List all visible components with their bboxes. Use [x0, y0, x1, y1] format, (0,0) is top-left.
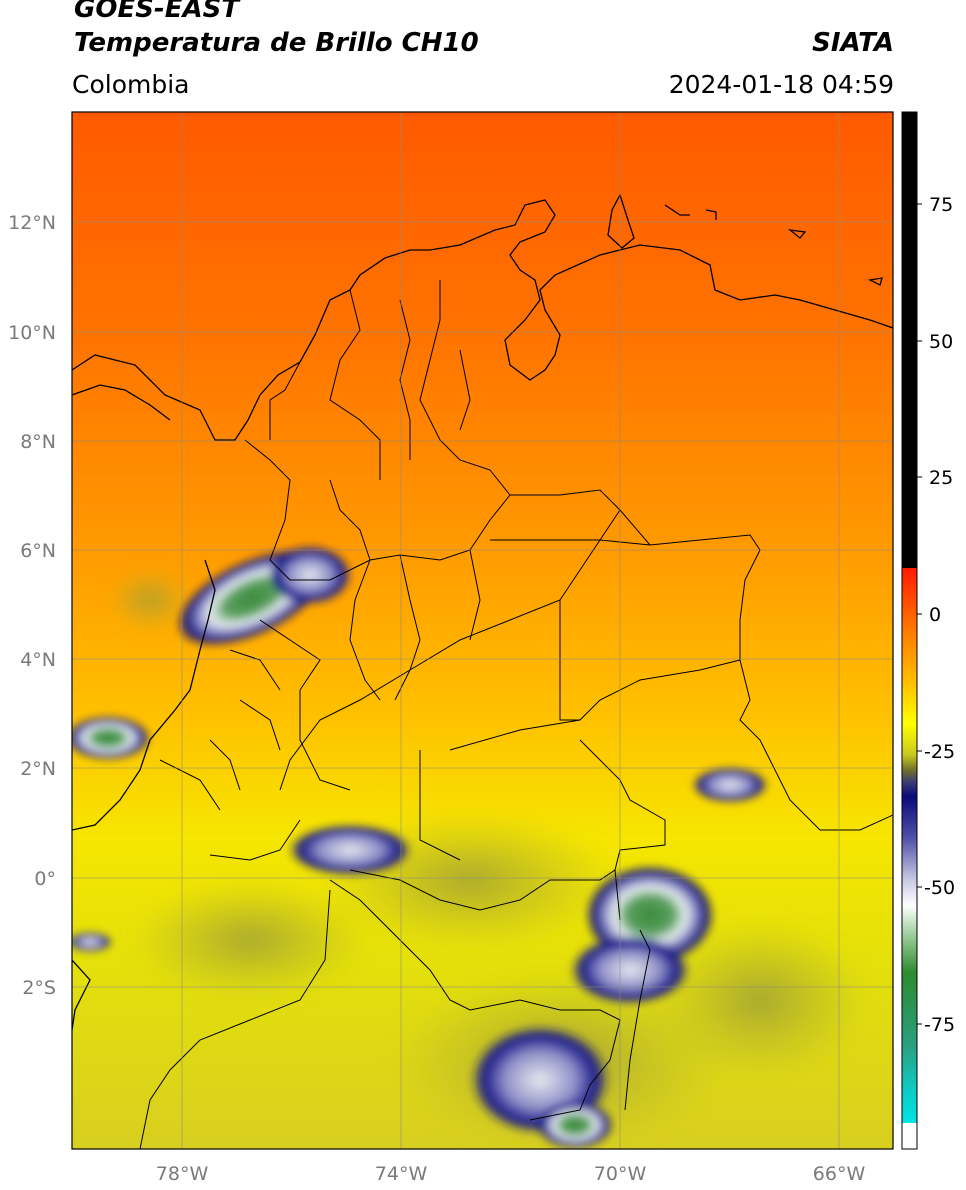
lat-label: 6°N	[20, 540, 56, 562]
lon-label: 74°W	[375, 1163, 428, 1185]
colorbar-tick-label: -50	[924, 877, 955, 899]
lon-label: 66°W	[813, 1163, 866, 1185]
lat-label: 2°S	[22, 977, 56, 999]
brightness-temperature-field	[72, 112, 893, 1149]
latitude-labels: 12°N 10°N 8°N 6°N 4°N 2°N 0° 2°S	[8, 212, 56, 999]
lat-label: 10°N	[8, 322, 56, 344]
colorbar-tick-label: -75	[924, 1014, 955, 1036]
graticule	[72, 112, 893, 1149]
region-label: Colombia	[72, 70, 190, 99]
colorbar-gradient	[901, 111, 918, 1150]
lat-label: 8°N	[20, 431, 56, 453]
lon-label: 78°W	[156, 1163, 209, 1185]
lon-label: 70°W	[594, 1163, 647, 1185]
coastline-and-borders	[72, 193, 893, 1031]
map-frame	[71, 111, 894, 1150]
colorbar-tick-label: 75	[929, 194, 953, 216]
lat-label: 0°	[34, 868, 56, 890]
satellite-title: GOES-EAST	[74, 0, 240, 24]
lat-label: 2°N	[20, 758, 56, 780]
lat-label: 12°N	[8, 212, 56, 234]
source-label: SIATA	[812, 28, 894, 58]
longitude-labels: 78°W 74°W 70°W 66°W	[156, 1163, 866, 1185]
colorbar-tick-label: 25	[929, 467, 953, 489]
colorbar-tick-label: -25	[924, 741, 955, 763]
product-title: Temperatura de Brillo CH10	[74, 28, 479, 58]
colorbar: 75 50 25 0 -25 -50 -75	[901, 111, 955, 1150]
datetime-label: 2024-01-18 04:59	[668, 70, 894, 99]
colorbar-tick-label: 50	[929, 331, 953, 353]
colorbar-tick-label: 0	[929, 604, 941, 626]
lat-label: 4°N	[20, 649, 56, 671]
